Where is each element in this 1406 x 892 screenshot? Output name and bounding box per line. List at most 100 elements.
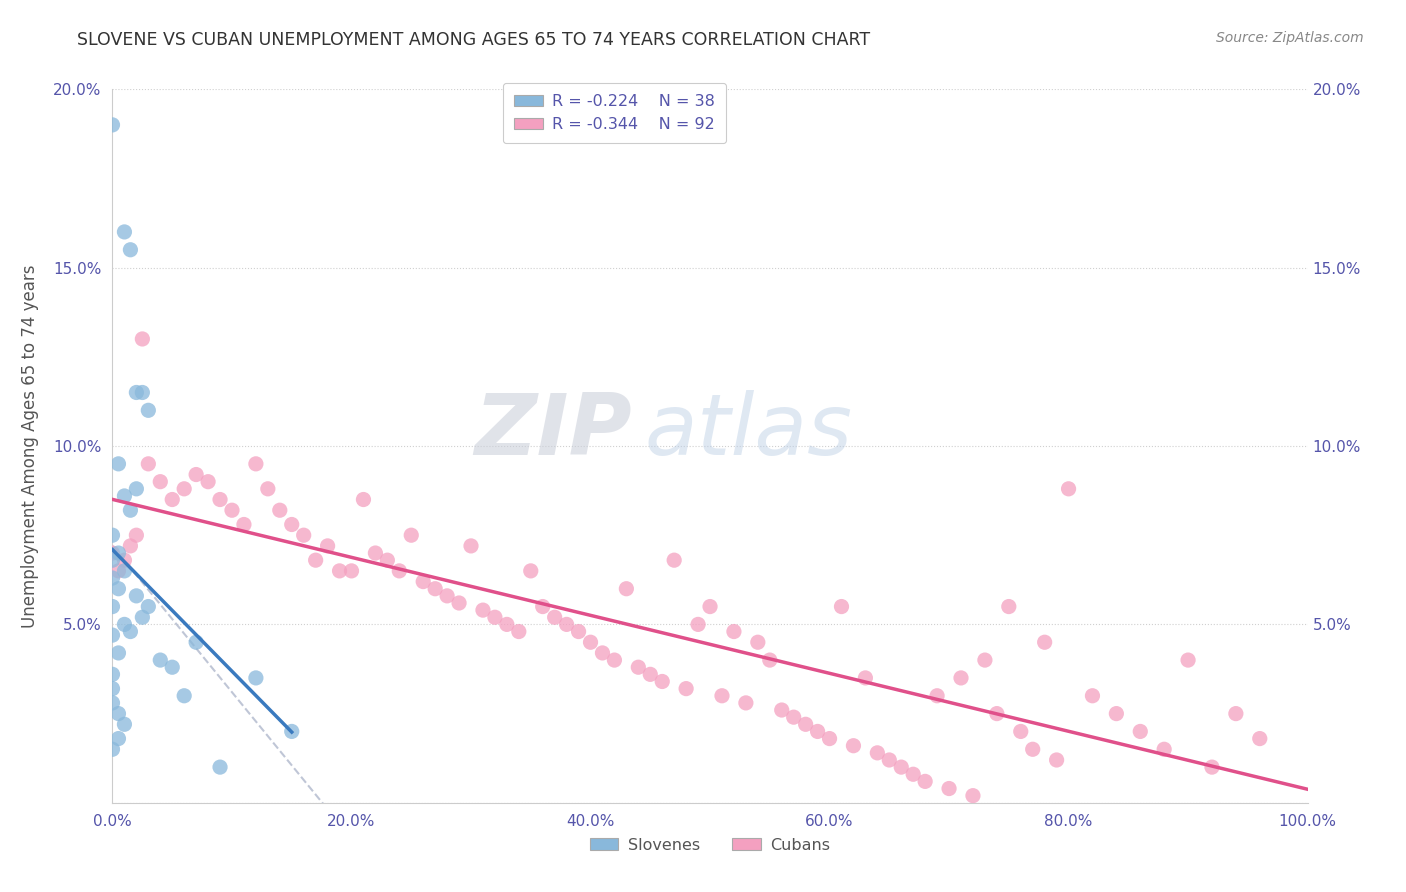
Point (131, 385, 153, 400)
Point (107, 646, 129, 660)
Point (269, 503, 291, 517)
Point (162, 492, 183, 507)
Text: atlas: atlas (644, 390, 852, 474)
Point (107, 546, 129, 560)
Point (162, 660, 183, 674)
Point (1033, 635, 1056, 649)
Point (425, 582, 447, 596)
Point (114, 717, 135, 731)
Point (484, 610, 506, 624)
Text: Source: ZipAtlas.com: Source: ZipAtlas.com (1216, 31, 1364, 45)
Point (1129, 724, 1152, 739)
Point (101, 696, 124, 710)
Point (866, 746, 889, 760)
Point (735, 696, 758, 710)
Point (107, 706, 129, 721)
Point (401, 528, 423, 542)
Point (125, 528, 148, 542)
Point (101, 118, 124, 132)
Point (245, 671, 267, 685)
Point (101, 528, 124, 542)
Point (107, 457, 129, 471)
Point (107, 582, 129, 596)
Point (770, 703, 793, 717)
Point (579, 635, 602, 649)
Point (101, 546, 124, 560)
Point (818, 731, 841, 746)
Point (107, 564, 129, 578)
Point (281, 724, 304, 739)
Point (131, 610, 153, 624)
Point (711, 689, 734, 703)
Point (257, 482, 280, 496)
Point (149, 475, 172, 489)
Point (842, 739, 865, 753)
Point (233, 517, 256, 532)
Point (120, 503, 142, 517)
Point (460, 539, 482, 553)
Point (1022, 742, 1045, 756)
Point (938, 781, 960, 796)
Point (125, 385, 148, 400)
Point (1010, 724, 1032, 739)
Point (436, 589, 458, 603)
Point (281, 517, 304, 532)
Point (675, 681, 697, 696)
Point (555, 617, 578, 632)
Y-axis label: Unemployment Among Ages 65 to 74 years: Unemployment Among Ages 65 to 74 years (21, 264, 39, 628)
Point (688, 617, 710, 632)
Point (107, 731, 129, 746)
Point (531, 599, 554, 614)
Point (149, 653, 172, 667)
Point (101, 681, 124, 696)
Point (101, 599, 124, 614)
Point (855, 671, 877, 685)
Point (974, 653, 997, 667)
Point (664, 553, 686, 567)
Point (962, 789, 984, 803)
Point (508, 624, 530, 639)
Point (496, 617, 519, 632)
Point (747, 635, 769, 649)
Point (138, 599, 160, 614)
Point (1177, 653, 1199, 667)
Point (120, 539, 142, 553)
Point (305, 553, 328, 567)
Point (986, 706, 1008, 721)
Point (292, 528, 315, 542)
Point (101, 667, 124, 681)
Point (186, 635, 208, 649)
Point (831, 599, 853, 614)
Point (388, 564, 411, 578)
Point (651, 674, 673, 689)
Point (998, 599, 1021, 614)
Point (603, 653, 626, 667)
Point (114, 564, 135, 578)
Point (101, 571, 124, 585)
Point (543, 610, 565, 624)
Point (447, 596, 470, 610)
Text: ZIP: ZIP (475, 390, 633, 474)
Point (699, 599, 721, 614)
Point (723, 624, 745, 639)
Point (221, 503, 243, 517)
Point (125, 482, 148, 496)
Point (1057, 482, 1080, 496)
Point (364, 546, 387, 560)
Point (173, 482, 195, 496)
Point (316, 539, 339, 553)
Point (329, 564, 352, 578)
Point (879, 753, 901, 767)
Point (520, 564, 543, 578)
Point (101, 628, 124, 642)
Text: SLOVENE VS CUBAN UNEMPLOYMENT AMONG AGES 65 TO 74 YEARS CORRELATION CHART: SLOVENE VS CUBAN UNEMPLOYMENT AMONG AGES… (77, 31, 870, 49)
Point (1201, 760, 1223, 774)
Point (592, 646, 614, 660)
Point (101, 742, 124, 756)
Point (1249, 731, 1271, 746)
Point (120, 624, 142, 639)
Point (138, 403, 160, 417)
Point (1153, 742, 1175, 756)
Point (890, 760, 912, 774)
Point (640, 667, 662, 681)
